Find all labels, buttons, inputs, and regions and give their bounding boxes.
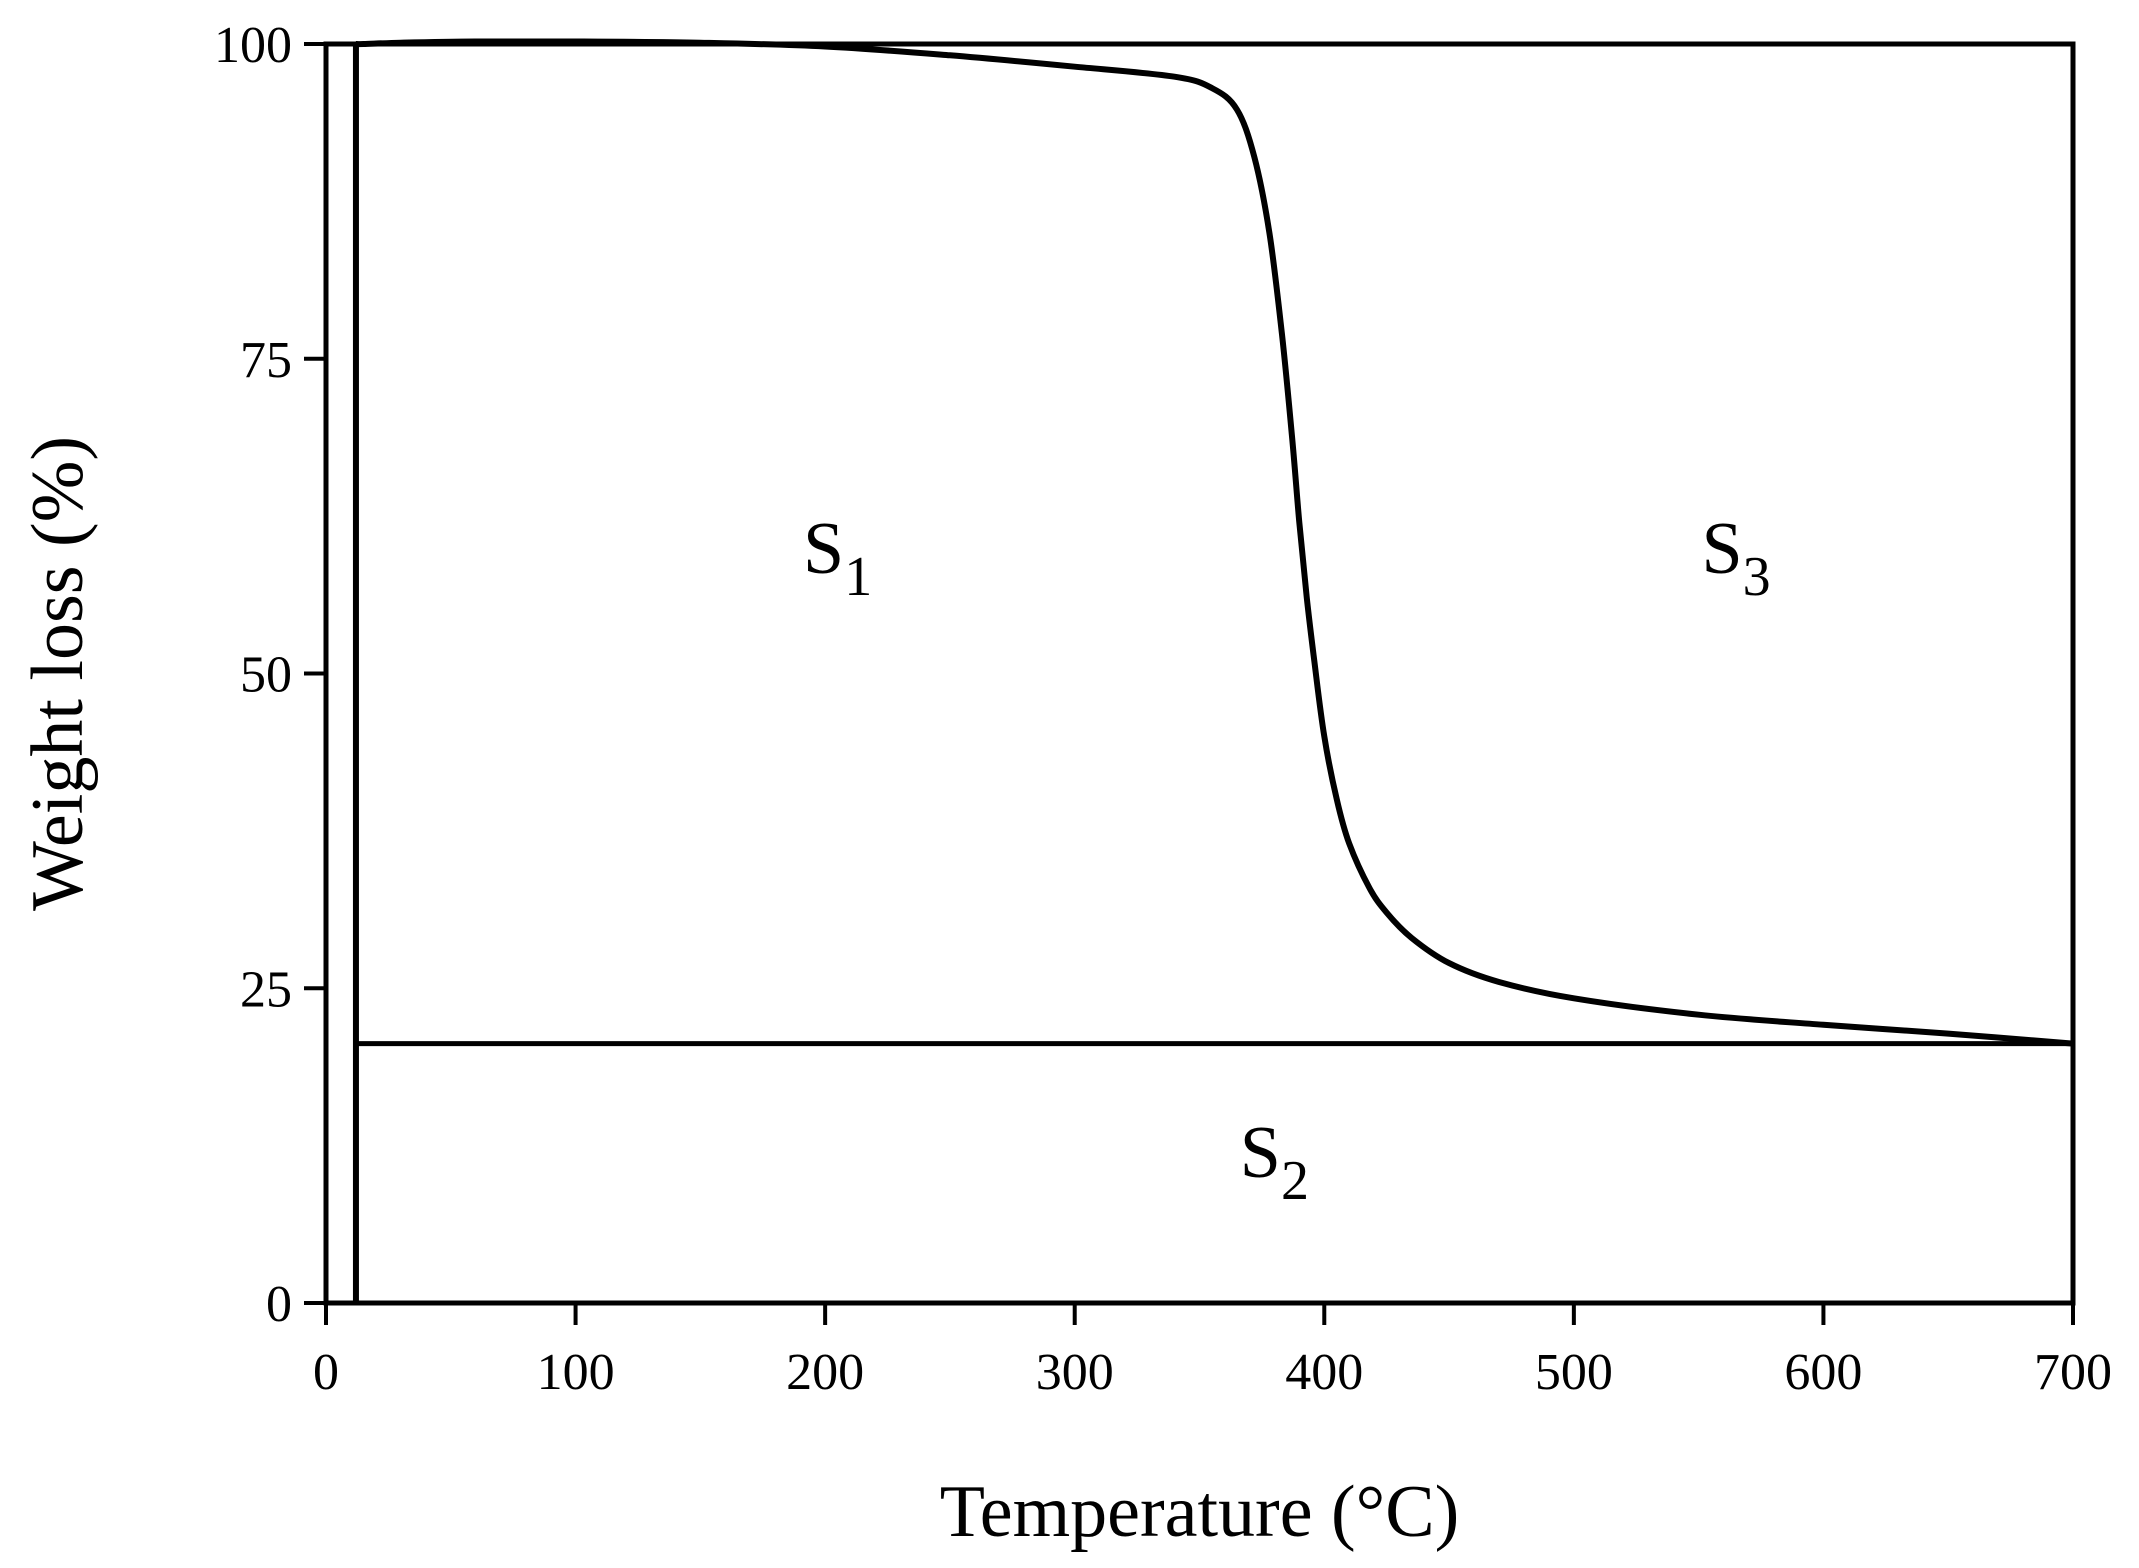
x-tick-label: 700: [2034, 1344, 2112, 1401]
y-axis-title: Weight loss (%): [17, 436, 99, 911]
x-tick-label: 300: [1036, 1344, 1114, 1401]
region-label-s2: S2: [1240, 1112, 1309, 1212]
y-tick-label: 75: [240, 332, 292, 389]
x-tick-label: 400: [1285, 1344, 1363, 1401]
x-tick-label: 600: [1784, 1344, 1862, 1401]
x-tick-label: 100: [537, 1344, 615, 1401]
region-label-s3: S3: [1702, 508, 1771, 608]
y-tick-label: 25: [240, 961, 292, 1018]
x-tick-label: 500: [1535, 1344, 1613, 1401]
y-tick-label: 50: [240, 647, 292, 704]
y-tick-label: 0: [266, 1276, 292, 1333]
plot-frame: [323, 41, 2076, 1306]
x-axis-title: Temperature (°C): [940, 1471, 1460, 1553]
tga-curve: [355, 38, 2074, 1047]
region-label-s1: S1: [803, 508, 872, 608]
y-tick-label: 100: [214, 17, 292, 74]
x-tick-label: 200: [786, 1344, 864, 1401]
x-tick-label: 0: [313, 1344, 339, 1401]
